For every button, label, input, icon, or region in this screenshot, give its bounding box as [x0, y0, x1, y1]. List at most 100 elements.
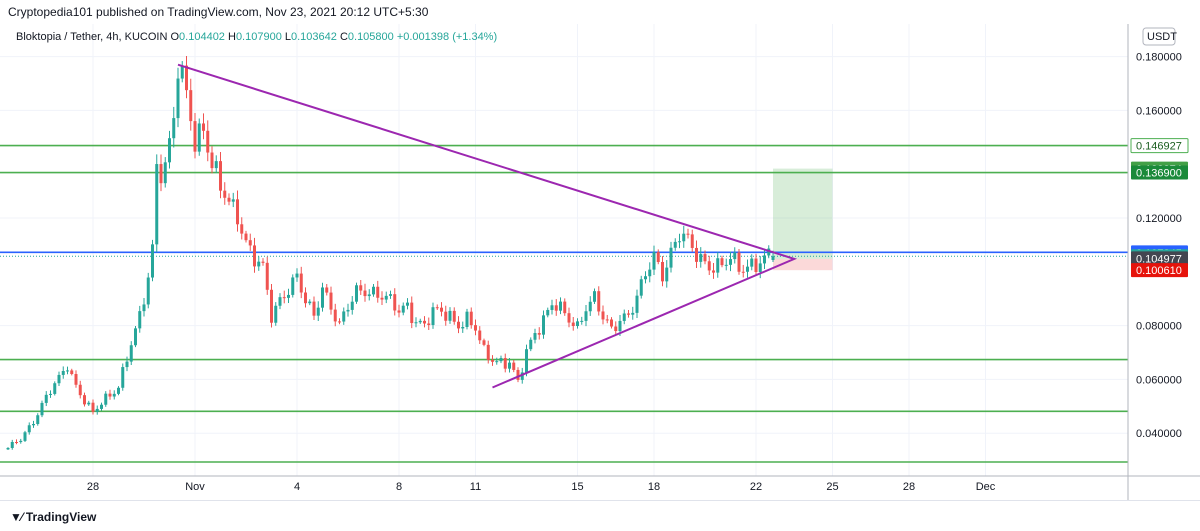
- candle-body: [559, 301, 562, 311]
- candle-body: [15, 441, 18, 443]
- published-header: Cryptopedia101 published on TradingView.…: [0, 0, 1200, 24]
- candle-body: [546, 309, 550, 316]
- candle-body: [703, 254, 707, 262]
- candle-body: [240, 224, 244, 234]
- time-tick-label: 28: [87, 481, 99, 493]
- candle-body: [699, 254, 703, 262]
- candle-body: [389, 294, 392, 296]
- candle-body: [104, 393, 108, 405]
- candle-body: [10, 441, 14, 448]
- candle-body: [733, 252, 737, 260]
- currency-button[interactable]: [1142, 27, 1176, 46]
- candle-body: [146, 277, 150, 305]
- candle-body: [724, 264, 728, 266]
- time-tick-label: 15: [571, 481, 583, 493]
- candle-body: [244, 233, 248, 241]
- candle-body: [737, 252, 741, 272]
- candle-body: [134, 328, 137, 346]
- candle-body: [576, 321, 579, 327]
- candle-body: [176, 78, 180, 119]
- candle-body: [312, 301, 316, 316]
- candle-body: [729, 259, 732, 265]
- candle-body: [376, 286, 380, 298]
- candle-body: [142, 304, 146, 312]
- price-chart[interactable]: 0.180000 0.160000 0.120000 0.080000 0.060000…: [0, 24, 1200, 500]
- candle-body: [112, 393, 116, 397]
- tradingview-logo[interactable]: ▼⁄ TradingView: [10, 510, 96, 524]
- time-tick-label: 22: [750, 481, 762, 493]
- candle-body: [597, 291, 601, 312]
- candle-body: [248, 240, 252, 246]
- candle-body: [125, 361, 129, 368]
- candle-body: [74, 374, 78, 385]
- candle-body: [117, 387, 120, 394]
- candle-body: [695, 247, 698, 262]
- time-tick-label: 11: [470, 481, 481, 493]
- candle-body: [767, 248, 771, 256]
- candle-body: [448, 310, 452, 321]
- candle-body: [410, 302, 414, 324]
- candle-body: [282, 297, 286, 299]
- candle-body: [180, 65, 184, 79]
- price-tag-label: 0.136900: [1136, 168, 1182, 180]
- candle-body: [397, 310, 401, 313]
- price-tick-label: 0.080000: [1136, 321, 1182, 333]
- candle-body: [87, 402, 91, 405]
- price-tag-label: 0.100610: [1136, 265, 1182, 277]
- time-tick-label: 25: [826, 481, 838, 493]
- candle-body: [384, 295, 388, 300]
- candle-body: [503, 358, 507, 369]
- candle-body: [308, 301, 312, 304]
- candle-body: [380, 297, 384, 300]
- candle-body: [554, 305, 558, 311]
- candle-body: [678, 241, 681, 243]
- candle-body: [129, 345, 133, 362]
- candle-body: [754, 258, 758, 272]
- candle-body: [427, 323, 431, 326]
- candle-body: [520, 372, 524, 380]
- candle-body: [70, 370, 74, 375]
- candle-body: [57, 374, 61, 384]
- candle-body: [423, 320, 426, 324]
- candle-body: [414, 322, 418, 324]
- time-tick-label: 18: [648, 481, 660, 493]
- time-tick-label: Dec: [976, 481, 996, 493]
- time-tick-label: 8: [396, 481, 402, 493]
- price-tag: [1131, 263, 1188, 278]
- candle-body: [491, 360, 494, 362]
- candle-body: [720, 258, 724, 266]
- candle-body: [32, 423, 35, 426]
- candle-body: [584, 311, 588, 321]
- candle-body: [644, 276, 647, 280]
- candle-body: [227, 197, 231, 202]
- candle-body: [138, 311, 142, 329]
- candle-body: [682, 233, 686, 242]
- candle-body: [172, 118, 176, 139]
- candle-body: [482, 340, 486, 345]
- candle-body: [435, 307, 439, 309]
- candle-body: [588, 301, 592, 312]
- candle-body: [750, 258, 754, 267]
- candle-body: [469, 311, 473, 326]
- candle-body: [631, 312, 635, 315]
- candle-body: [95, 408, 99, 412]
- candle-body: [19, 440, 23, 443]
- candle-body: [359, 285, 363, 291]
- candle-body: [673, 241, 677, 248]
- candle-body: [716, 258, 720, 273]
- candle-body: [151, 244, 154, 278]
- candle-body: [372, 286, 375, 295]
- candle-body: [686, 233, 690, 235]
- candle-body: [707, 261, 711, 271]
- candle-body: [346, 309, 350, 312]
- candle-body: [367, 294, 371, 297]
- candle-body: [295, 273, 299, 278]
- price-tag-label: 0.104977: [1136, 253, 1182, 265]
- candle-body: [618, 320, 622, 332]
- price-tick-label: 0.040000: [1136, 428, 1182, 440]
- candle-body: [316, 307, 320, 316]
- candle-body: [605, 319, 609, 321]
- triangle-pattern[interactable]: [177, 63, 798, 389]
- candle-body: [486, 344, 490, 361]
- candle-body: [593, 291, 596, 302]
